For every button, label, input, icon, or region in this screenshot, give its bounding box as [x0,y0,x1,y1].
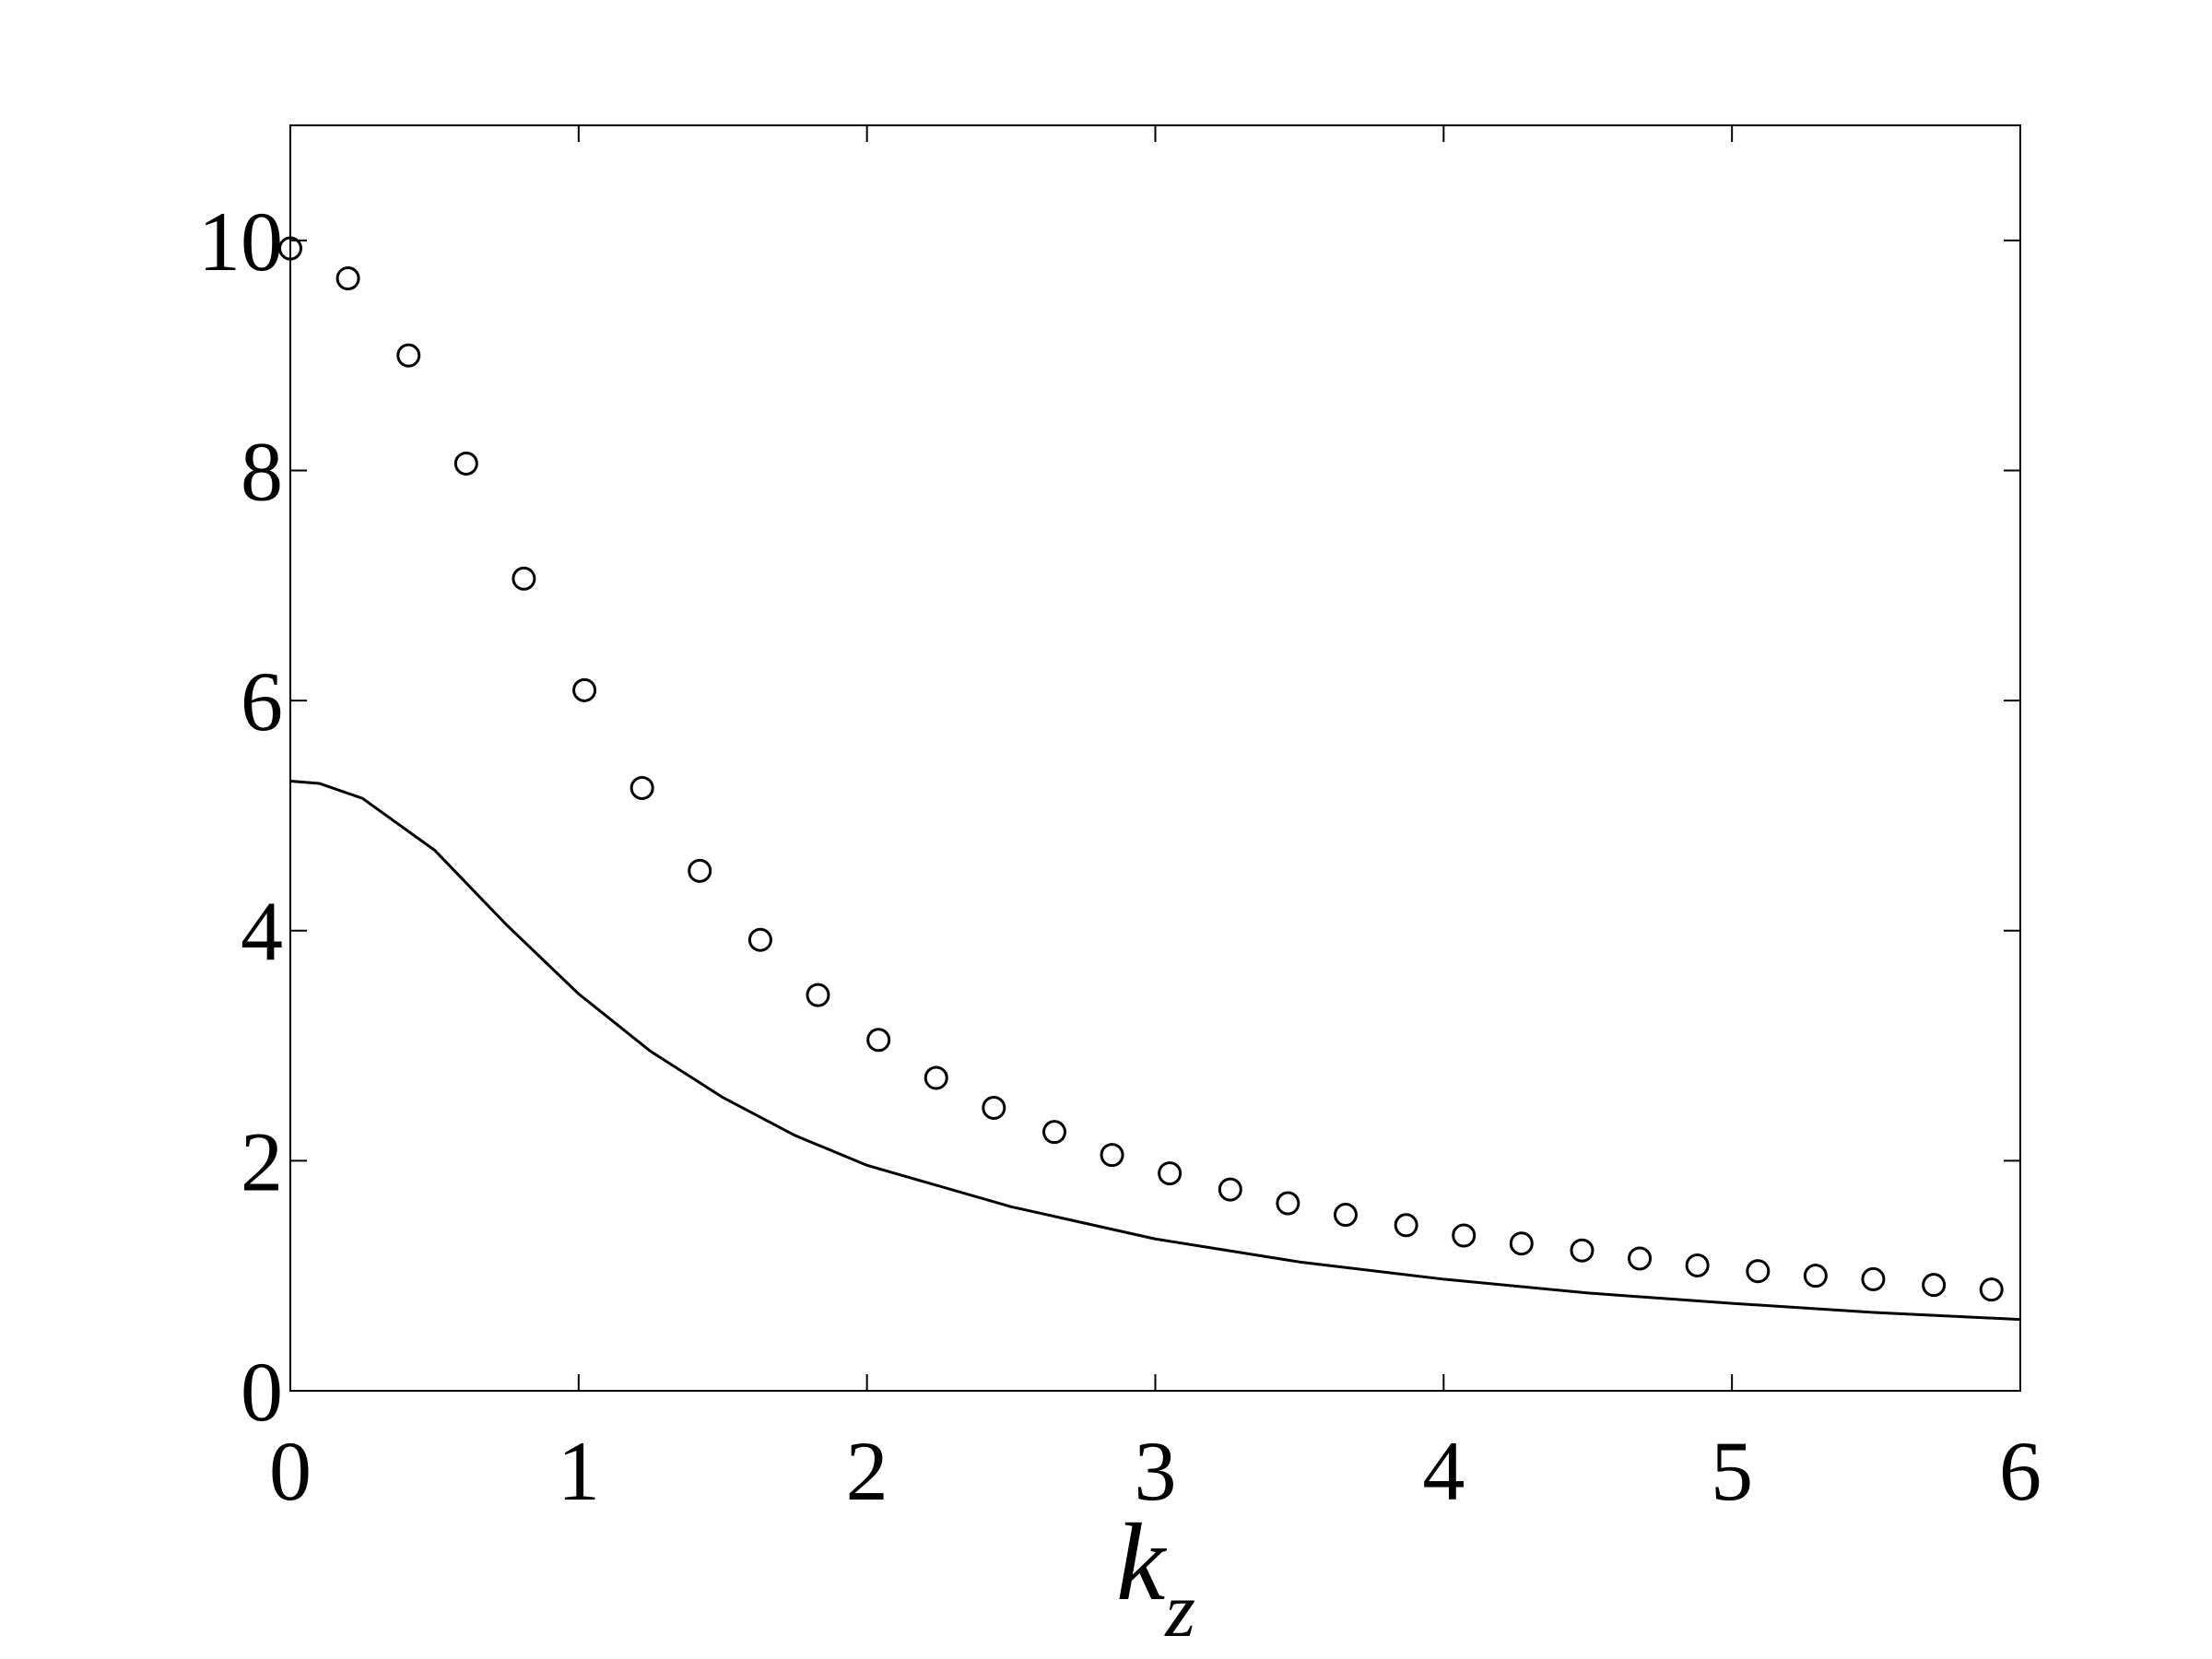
data-point [1452,1223,1477,1248]
data-point [1861,1266,1886,1291]
data-point [1509,1231,1534,1256]
y-tick-label: 6 [241,654,283,748]
data-point [982,1095,1006,1120]
data-point [1100,1143,1124,1168]
data-point [1333,1203,1358,1228]
data-point [1979,1277,2004,1302]
data-point [1922,1273,1947,1298]
x-tick-label: 1 [558,1424,600,1518]
y-tick-label: 10 [198,194,283,288]
data-line [289,779,2021,1322]
x-label-sub: z [1164,1568,1195,1653]
data-point [1394,1213,1418,1238]
y-tick-label: 8 [241,424,283,518]
x-tick-label: 6 [1999,1424,2041,1518]
data-point [278,236,302,261]
y-tick-label: 4 [241,885,283,979]
data-point [1628,1246,1653,1271]
data-point [747,927,772,952]
x-tick-label: 4 [1422,1424,1465,1518]
data-point [629,775,654,800]
y-tick-label: 2 [241,1114,283,1208]
data-point [1746,1259,1771,1284]
data-point [335,266,360,291]
x-tick-label: 0 [269,1424,312,1518]
x-tick-label: 2 [846,1424,888,1518]
data-point [1803,1264,1828,1288]
data-point [688,858,712,883]
x-tick-label: 3 [1135,1424,1177,1518]
data-point [1276,1191,1300,1216]
data-point [396,343,421,368]
data-point [1042,1120,1067,1145]
data-point [1570,1238,1594,1263]
data-point [1685,1253,1710,1277]
x-label-base: k [1116,1500,1168,1623]
data-point [806,982,830,1007]
data-point [1158,1161,1182,1186]
data-point [866,1028,891,1053]
y-tick-label: 0 [241,1345,283,1439]
data-point [1218,1177,1242,1202]
data-point [453,451,478,476]
x-tick-label: 5 [1711,1424,1753,1518]
data-point [512,566,536,591]
data-point [924,1065,948,1090]
data-point [572,677,597,702]
x-axis-label: kz [1116,1500,1195,1653]
